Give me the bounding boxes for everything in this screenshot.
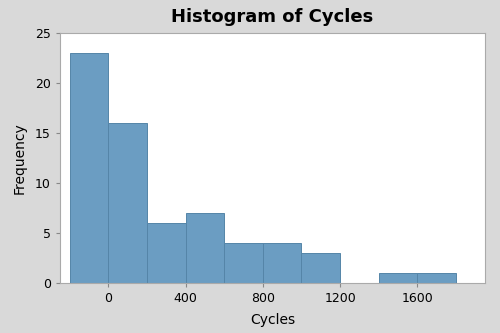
Bar bbox=[108, 123, 147, 283]
Bar bbox=[70, 53, 108, 283]
Y-axis label: Frequency: Frequency bbox=[13, 122, 27, 194]
Bar bbox=[418, 273, 456, 283]
Bar bbox=[147, 223, 186, 283]
Bar bbox=[302, 253, 340, 283]
Bar bbox=[379, 273, 418, 283]
Title: Histogram of Cycles: Histogram of Cycles bbox=[172, 8, 374, 26]
Bar bbox=[263, 243, 302, 283]
X-axis label: Cycles: Cycles bbox=[250, 313, 295, 327]
Bar bbox=[186, 213, 224, 283]
Bar bbox=[224, 243, 263, 283]
